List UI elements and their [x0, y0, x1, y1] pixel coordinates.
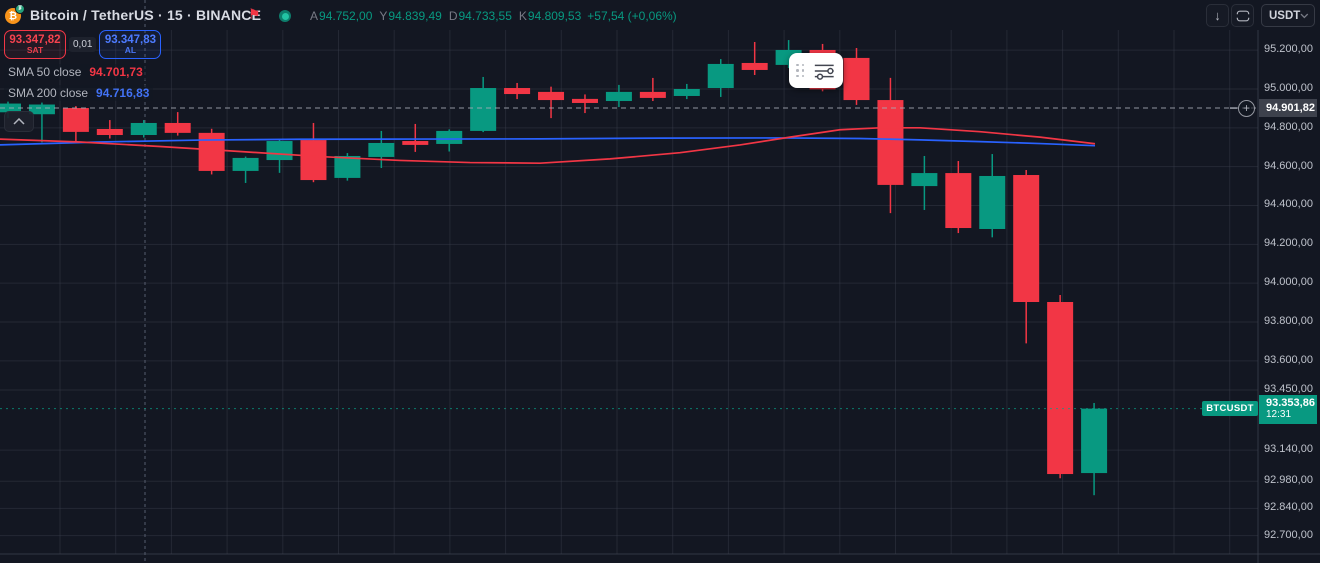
candle-body: [877, 100, 904, 185]
sell-button[interactable]: 93.347,82 SAT: [4, 30, 66, 59]
open-label: A: [310, 9, 319, 23]
axis-tick-label: 92.840,00: [1264, 501, 1313, 514]
ohlc-readout: A94.752,00 Y94.839,49 D94.733,55 K94.809,53…: [310, 9, 677, 23]
crosshair-add-alert-button[interactable]: +: [1238, 99, 1255, 117]
indicator-row-sma200[interactable]: SMA 200 close 94.716,83: [4, 85, 154, 101]
sell-price: 93.347,82: [9, 34, 61, 46]
candle-body: [1047, 302, 1074, 475]
candle-body: [402, 141, 429, 145]
currency-value: USDT: [1269, 9, 1301, 22]
indicator-legend: SMA 50 close 94.701,73 SMA 200 close 94.…: [4, 64, 154, 106]
tether-badge-icon: ₮: [15, 4, 25, 14]
open-value: 94.752,00: [319, 9, 373, 23]
axis-tick-label: 93.800,00: [1264, 315, 1313, 327]
candle-body: [334, 155, 361, 178]
download-button[interactable]: ↓: [1206, 4, 1229, 27]
sma-200-line: [0, 137, 1096, 147]
axis-tick-label: 94.800,00: [1264, 120, 1313, 133]
indicator-value: 94.701,73: [89, 65, 143, 79]
grid-lines: [0, 30, 1320, 563]
bar-countdown: 12:31: [1266, 409, 1292, 421]
chevron-down-icon: [1300, 13, 1309, 18]
candle-body: [368, 142, 395, 157]
flag-icon[interactable]: ⚑: [248, 6, 261, 22]
trade-panel: 93.347,82 SAT 0,01 93.347,83 AL: [4, 30, 162, 59]
candle-body: [673, 88, 700, 96]
candle-body: [639, 91, 666, 98]
settings-sliders-icon[interactable]: [812, 61, 837, 81]
candle-body: [28, 104, 55, 115]
candle-body: [436, 130, 463, 144]
candle-body: [130, 122, 157, 136]
candle-body: [266, 141, 293, 161]
close-label: K: [518, 9, 527, 23]
collapse-legend-button[interactable]: [4, 111, 34, 132]
low-label: D: [448, 9, 458, 23]
axis-tick-label: 94.600,00: [1264, 159, 1313, 172]
sma-50-line: [0, 126, 1096, 165]
buy-label: AL: [124, 45, 137, 56]
candle-body: [504, 88, 531, 95]
symbol-price-line-label: BTCUSDT: [1202, 401, 1258, 417]
buy-price: 93.347,83: [104, 34, 157, 46]
candle-body: [164, 122, 191, 133]
market-status-icon: [279, 10, 291, 22]
frame-icon: [1234, 10, 1251, 21]
chart-header: ₿ ₮ Bitcoin / TetherUS · 15 · BINANCE ⚑ …: [0, 0, 1320, 30]
axis-tick-label: 93.140,00: [1264, 443, 1313, 456]
axis-tick-label: 94.200,00: [1264, 237, 1313, 250]
candle-body: [605, 91, 632, 102]
candle-body: [1081, 408, 1108, 474]
spread-badge: 0,01: [69, 37, 97, 52]
axis-tick-label: 95.000,00: [1264, 81, 1313, 94]
axis-tick-label: 93.600,00: [1264, 353, 1313, 366]
axis-tick-label: 92.700,00: [1264, 528, 1313, 541]
candle-body: [979, 175, 1006, 229]
floating-toolbar[interactable]: [789, 53, 843, 88]
candle-body: [96, 128, 123, 136]
candle-body: [232, 157, 259, 171]
candle-body: [62, 108, 89, 132]
arrow-down-icon: ↓: [1214, 8, 1221, 23]
drag-handle-icon[interactable]: [796, 63, 805, 78]
axis-tick-label: 94.400,00: [1264, 198, 1313, 211]
plus-circle-icon: +: [1242, 100, 1250, 115]
last-price-value: 93.353,86: [1266, 396, 1315, 409]
buy-button[interactable]: 93.347,83 AL: [99, 30, 162, 59]
currency-select[interactable]: USDT: [1261, 4, 1315, 27]
axis-tick-label: 93.450,00: [1264, 382, 1313, 395]
high-label: Y: [379, 9, 388, 23]
pair-logo[interactable]: ₿ ₮: [5, 4, 27, 25]
sell-label: SAT: [26, 45, 44, 56]
fullscreen-button[interactable]: [1231, 4, 1254, 27]
axis-tick-label: 92.980,00: [1264, 474, 1313, 487]
indicator-name: SMA 200 close: [8, 86, 89, 100]
candle-body: [1013, 175, 1040, 302]
candle-body: [911, 173, 938, 187]
indicator-name: SMA 50 close: [8, 65, 82, 79]
chevron-up-icon: [13, 118, 25, 125]
candle-body: [945, 173, 972, 229]
change-value: +57,54 (+0,06%): [587, 9, 677, 23]
close-value: 94.809,53: [527, 9, 582, 23]
axis-tick-label: 94.000,00: [1264, 276, 1313, 289]
candle-body: [707, 63, 734, 89]
low-value: 94.733,55: [458, 9, 512, 23]
candle-body: [198, 132, 225, 171]
candle-body: [538, 91, 565, 101]
last-price-label: 93.353,86 12:31: [1259, 394, 1317, 424]
candle-body: [470, 88, 497, 131]
indicator-value: 94.716,83: [96, 86, 150, 100]
candle-body: [571, 98, 598, 103]
indicator-row-sma50[interactable]: SMA 50 close 94.701,73: [4, 64, 147, 80]
candle-body: [741, 62, 768, 70]
axis-tick-label: 95.200,00: [1264, 43, 1313, 56]
high-value: 94.839,49: [388, 9, 442, 23]
prev-close-price-label: 94.901,82: [1259, 99, 1317, 118]
candle-body: [300, 140, 327, 181]
candle-body: [843, 57, 870, 101]
symbol-title[interactable]: Bitcoin / TetherUS · 15 · BINANCE: [30, 7, 262, 23]
